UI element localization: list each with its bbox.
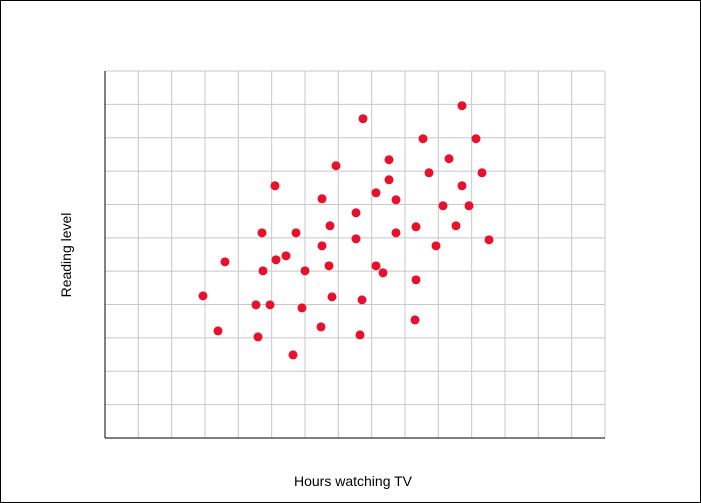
point <box>464 201 474 211</box>
point <box>457 101 467 111</box>
point <box>258 266 268 276</box>
point <box>411 275 421 285</box>
point <box>291 228 301 238</box>
point <box>371 188 381 198</box>
point <box>477 168 487 178</box>
point <box>438 201 448 211</box>
y-axis-label: Reading level <box>58 213 74 298</box>
point <box>411 222 421 232</box>
point <box>331 161 341 171</box>
point <box>391 228 401 238</box>
point <box>391 195 401 205</box>
point <box>281 251 291 261</box>
point <box>220 257 230 267</box>
x-axis-label: Hours watching TV <box>294 473 413 489</box>
point <box>444 154 454 164</box>
point <box>410 315 420 325</box>
point <box>317 241 327 251</box>
point <box>418 134 428 144</box>
point <box>471 134 481 144</box>
point <box>265 300 275 310</box>
point <box>257 228 267 238</box>
point <box>357 295 367 305</box>
point <box>316 322 326 332</box>
point <box>424 168 434 178</box>
point <box>384 175 394 185</box>
point <box>384 155 394 165</box>
point <box>324 261 334 271</box>
point <box>270 181 280 191</box>
point <box>253 332 263 342</box>
point <box>288 350 298 360</box>
point <box>484 235 494 245</box>
point <box>451 221 461 231</box>
point <box>325 221 335 231</box>
point <box>378 268 388 278</box>
point <box>297 303 307 313</box>
point <box>327 292 337 302</box>
point <box>371 261 381 271</box>
point <box>457 181 467 191</box>
point <box>300 266 310 276</box>
point <box>351 234 361 244</box>
point <box>317 194 327 204</box>
point <box>251 300 261 310</box>
point <box>355 330 365 340</box>
point <box>198 291 208 301</box>
point <box>358 114 368 124</box>
point <box>271 255 281 265</box>
point <box>431 241 441 251</box>
point <box>213 326 223 336</box>
point <box>351 208 361 218</box>
